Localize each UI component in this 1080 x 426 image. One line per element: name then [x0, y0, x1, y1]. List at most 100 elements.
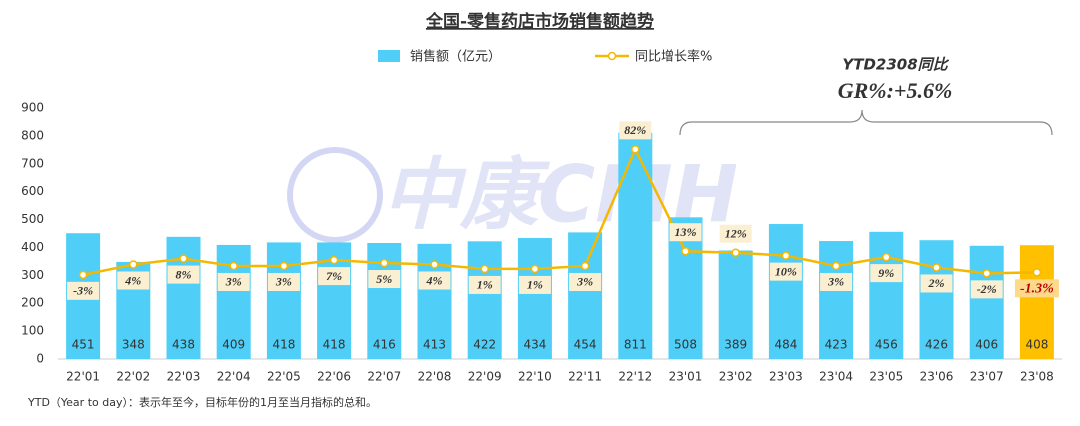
annotation: YTD2308同比	[842, 56, 949, 74]
legend-swatch	[378, 50, 400, 62]
growth-point	[781, 251, 791, 260]
growth-label: 1%	[527, 278, 543, 292]
x-tick-label: 23'07	[970, 370, 1004, 384]
y-tick-label: 300	[21, 268, 44, 282]
bar	[467, 241, 502, 359]
growth-label: 1%	[477, 278, 493, 292]
legend-swatch	[607, 51, 617, 61]
y-tick-label: 200	[21, 296, 44, 310]
footnote: YTD（Year to day）：表示年至今，目标年份的1月至当月指标的总和。	[27, 395, 377, 409]
bar-value-label: 422	[473, 338, 496, 352]
bar-value-label: 409	[222, 338, 245, 352]
x-tick-label: 22'03	[167, 370, 201, 384]
label-box	[518, 275, 551, 294]
x-tick-label: 22'07	[367, 370, 401, 384]
growth-label: 12%	[725, 226, 747, 240]
growth-label: 10%	[775, 264, 797, 278]
bar-value-label: 451	[72, 338, 95, 352]
x-tick-label: 23'01	[669, 370, 703, 384]
bar-value-label: 484	[774, 338, 797, 352]
label-box	[970, 280, 1003, 299]
growth-label: 4%	[124, 273, 141, 287]
growth-label: 3%	[225, 275, 242, 289]
bar	[718, 250, 753, 359]
x-tick-label: 23'04	[819, 370, 853, 384]
label-box	[167, 265, 200, 284]
y-tick-label: 0	[36, 352, 44, 366]
bar-value-label: 438	[172, 338, 195, 352]
growth-point	[179, 254, 188, 263]
x-tick-label: 22'01	[66, 370, 100, 384]
label-box	[820, 272, 853, 291]
x-tick-label: 22'11	[568, 370, 602, 384]
bar-value-label: 508	[674, 338, 697, 352]
x-tick-label: 22'05	[267, 370, 301, 384]
x-tick-label: 22'10	[518, 370, 552, 384]
bar-value-label: 406	[975, 338, 998, 352]
y-tick-label: 700	[21, 156, 44, 170]
x-tick-label: 22'02	[116, 370, 150, 384]
growth-point	[78, 270, 88, 280]
y-tick-label: 100	[21, 324, 44, 338]
x-tick-label: 23'03	[769, 370, 803, 384]
label-box	[468, 275, 501, 294]
growth-point	[731, 248, 740, 257]
growth-point	[329, 255, 339, 265]
x-tick-label: 22'09	[468, 370, 502, 384]
label-box	[769, 262, 802, 281]
bar-value-label: 413	[423, 338, 446, 352]
label-box	[1014, 279, 1059, 298]
y-tick-label: 600	[21, 184, 44, 198]
bar	[517, 237, 552, 359]
bar-value-label: 434	[523, 338, 546, 352]
growth-point	[982, 269, 991, 278]
growth-point	[279, 261, 289, 271]
ytd-bracket	[679, 109, 1053, 136]
bar-value-label: 416	[373, 338, 396, 352]
legend-label: 同比增长率%	[635, 49, 712, 65]
growth-label: 9%	[878, 266, 894, 280]
label-box	[719, 224, 752, 243]
label-box	[368, 270, 401, 289]
growth-point	[1032, 268, 1042, 277]
growth-point	[831, 261, 841, 271]
label-box	[669, 223, 702, 242]
x-tick-label: 23'02	[719, 370, 753, 384]
bar-value-label: 426	[925, 338, 948, 352]
label-box	[217, 272, 250, 291]
bar	[819, 241, 854, 359]
growth-point	[681, 246, 690, 256]
bar-value-label: 456	[875, 338, 898, 352]
growth-label: -3%	[73, 284, 93, 298]
growth-point	[229, 261, 238, 271]
label-box	[67, 281, 100, 300]
growth-point	[932, 263, 941, 272]
y-tick-label: 800	[21, 128, 44, 142]
label-box	[920, 274, 953, 293]
bar-value-label: 348	[122, 338, 145, 352]
growth-label: 7%	[326, 269, 342, 283]
label-box	[870, 264, 903, 283]
label-box	[619, 121, 652, 140]
bar	[969, 245, 1004, 359]
growth-label: 13%	[675, 225, 697, 239]
label-box	[117, 271, 150, 290]
x-tick-label: 22'08	[418, 370, 452, 384]
growth-label: 4%	[426, 273, 443, 287]
growth-label: -1.3%	[1020, 282, 1054, 297]
growth-label: 3%	[576, 275, 593, 289]
growth-label: 8%	[176, 267, 192, 281]
bar-value-label: 454	[574, 338, 597, 352]
growth-point	[129, 260, 138, 269]
x-tick-label: 23'05	[869, 370, 903, 384]
growth-point	[530, 264, 540, 274]
growth-point	[882, 252, 891, 262]
x-tick-label: 22'06	[317, 370, 351, 384]
growth-point	[580, 261, 590, 271]
label-box	[267, 272, 300, 291]
y-tick-label: 500	[21, 212, 44, 226]
growth-label: 82%	[624, 123, 646, 137]
bar	[919, 240, 954, 359]
label-box	[569, 272, 602, 291]
